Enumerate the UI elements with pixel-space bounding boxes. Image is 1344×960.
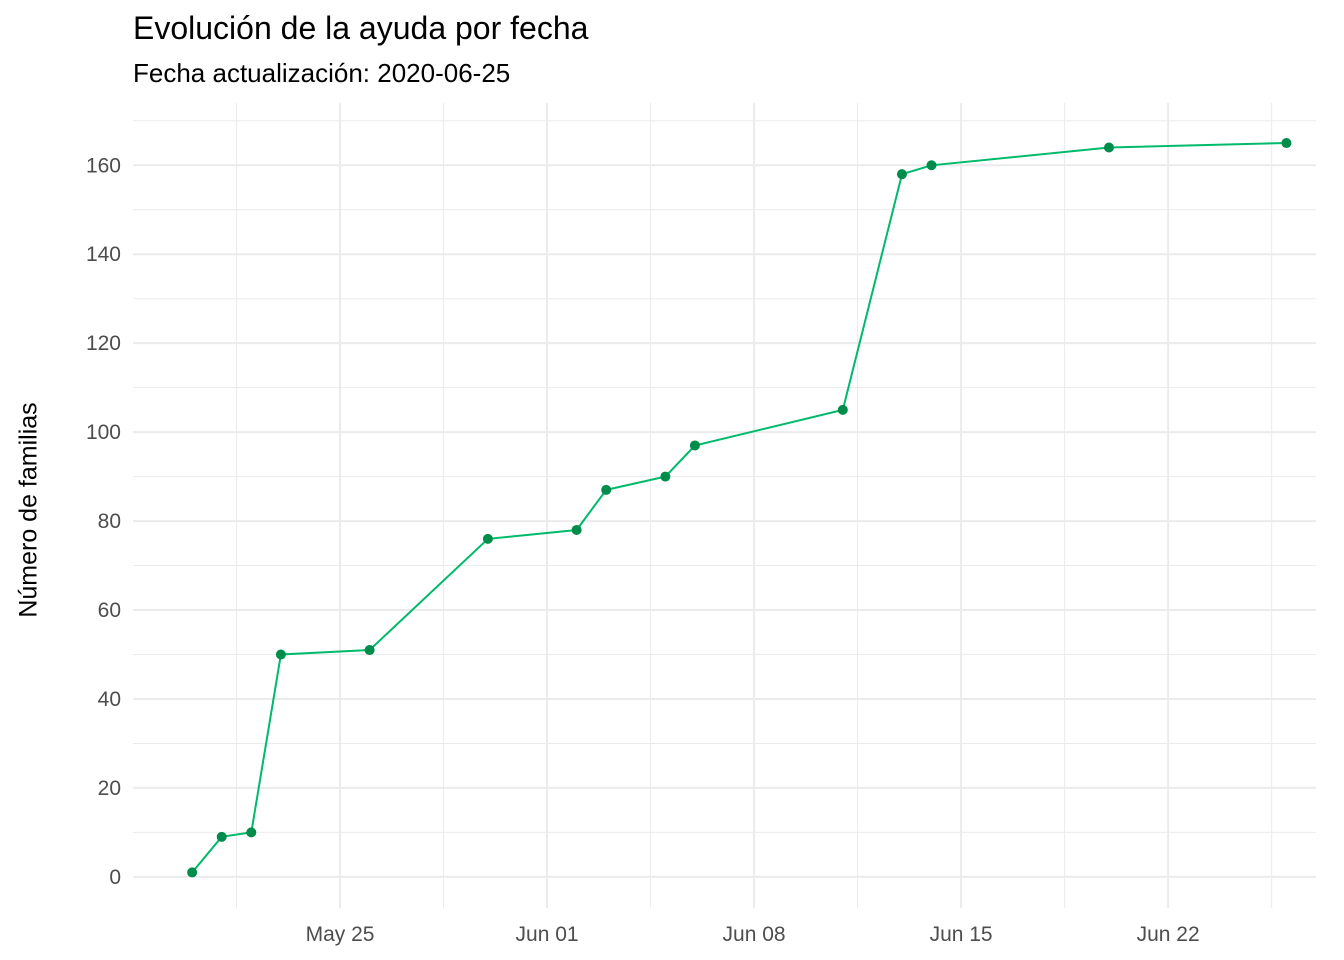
x-tick-label: May 25 (306, 923, 375, 946)
y-tick-label: 160 (86, 154, 121, 177)
y-tick-label: 120 (86, 332, 121, 355)
series-line (191, 142, 1287, 874)
major-gridlines (133, 103, 1316, 908)
x-tick-label: Jun 01 (516, 923, 579, 946)
y-tick-label: 60 (98, 599, 121, 622)
data-point (364, 645, 375, 656)
data-point (837, 404, 848, 415)
y-tick-label: 100 (86, 421, 121, 444)
data-point (1103, 142, 1114, 153)
minor-gridlines (133, 103, 1316, 908)
y-tick-label: 140 (86, 243, 121, 266)
data-point (216, 831, 227, 842)
chart-subtitle: Fecha actualización: 2020-06-25 (133, 58, 511, 88)
y-tick-label: 80 (98, 510, 121, 533)
x-tick-label: Jun 15 (930, 923, 993, 946)
y-tick-label: 0 (109, 866, 121, 889)
data-point (601, 484, 612, 495)
y-tick-label: 20 (98, 777, 121, 800)
y-axis-tick-labels: 0 20 40 60 80 100 120 140 160 (86, 154, 121, 889)
data-point (246, 827, 257, 838)
x-axis-tick-labels: May 25 Jun 01 Jun 08 Jun 15 Jun 22 (306, 923, 1200, 946)
data-point (896, 169, 907, 180)
chart-title: Evolución de la ayuda por fecha (133, 10, 589, 46)
data-point (482, 533, 493, 544)
y-tick-label: 40 (98, 688, 121, 711)
data-point (275, 649, 286, 660)
x-tick-label: Jun 22 (1137, 923, 1200, 946)
data-point (926, 160, 937, 171)
data-point (571, 524, 582, 535)
series-layer (191, 142, 1287, 874)
x-tick-label: Jun 08 (723, 923, 786, 946)
data-point (689, 440, 700, 451)
data-point (660, 471, 671, 482)
data-points (187, 138, 1292, 878)
data-point (1281, 138, 1292, 149)
data-point (187, 867, 198, 878)
